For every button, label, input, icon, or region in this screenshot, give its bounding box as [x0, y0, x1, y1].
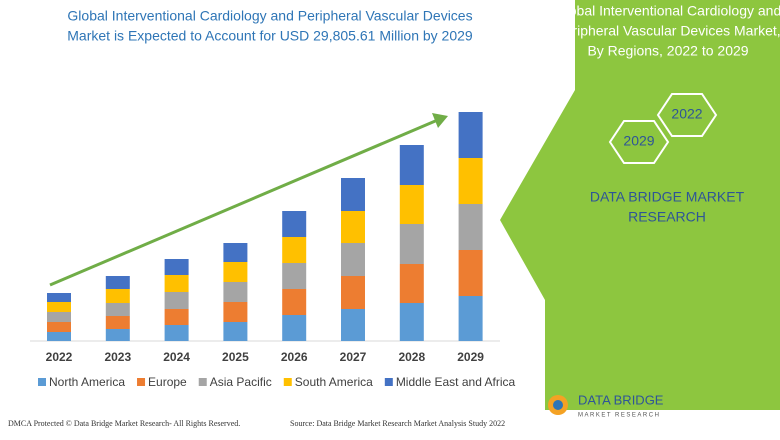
- bar-segment: [164, 309, 189, 325]
- x-tick-label: 2022: [46, 350, 73, 364]
- bar-segment: [399, 224, 424, 264]
- hex-label: 2029: [623, 133, 654, 149]
- legend-label: North America: [49, 375, 125, 389]
- logo-text: DATA BRIDGE: [578, 392, 664, 407]
- legend-swatch: [283, 378, 292, 386]
- source-text: Source: Data Bridge Market Research Mark…: [290, 419, 505, 428]
- bar-segment: [105, 303, 130, 316]
- x-tick-label: 2024: [163, 350, 190, 364]
- bar-segment: [282, 289, 307, 315]
- brand-text: DATA BRIDGE MARKET: [590, 189, 745, 205]
- bar-segment: [282, 263, 307, 289]
- footer-bg: [0, 410, 780, 440]
- bar-segment: [282, 315, 307, 341]
- trend-arrow: [49, 117, 441, 287]
- hex-label: 2022: [671, 106, 702, 122]
- legend-label: Europe: [148, 375, 187, 389]
- bar-segment: [105, 289, 130, 303]
- bar-segment: [399, 145, 424, 185]
- bar-segment: [223, 302, 248, 322]
- bar-segment: [47, 322, 71, 332]
- legend-swatch: [198, 378, 207, 386]
- legend-label: Middle East and Africa: [396, 375, 516, 389]
- bar-segment: [47, 332, 71, 341]
- logo-mark: [553, 400, 563, 410]
- bar-segment: [458, 112, 483, 158]
- bar-segment: [458, 158, 483, 204]
- x-tick-label: 2029: [457, 350, 484, 364]
- bar-segment: [282, 211, 307, 237]
- bar-segment: [105, 316, 130, 329]
- bar-segment: [223, 322, 248, 341]
- legend-label: South America: [295, 375, 373, 389]
- bar-segment: [164, 325, 189, 341]
- bar-segment: [341, 309, 365, 341]
- dmca-text: DMCA Protected © Data Bridge Market Rese…: [8, 419, 240, 428]
- x-tick-label: 2027: [340, 350, 367, 364]
- bar-segment: [164, 292, 189, 309]
- x-tick-label: 2028: [398, 350, 425, 364]
- hexagon: [656, 93, 718, 137]
- bar-segment: [223, 243, 248, 262]
- bar-segment: [341, 178, 365, 211]
- bar-segment: [399, 303, 424, 341]
- bar-segment: [341, 243, 365, 276]
- bar-segment: [105, 329, 130, 341]
- bar-segment: [164, 275, 189, 292]
- legend-swatch: [38, 378, 46, 386]
- legend-swatch: [137, 378, 146, 386]
- x-tick-label: 2023: [104, 350, 131, 364]
- panel-title: By Regions, 2022 to 2029: [587, 43, 748, 59]
- bar-segment: [105, 276, 130, 289]
- bar-segment: [341, 276, 365, 309]
- title-line: Market is Expected to Account for USD 29…: [67, 28, 473, 44]
- bar-segment: [458, 296, 483, 341]
- bar-segment: [223, 282, 248, 302]
- arrow-head: [432, 113, 448, 128]
- panel-title: Global Interventional Cardiology and: [555, 3, 780, 19]
- hexagon: [608, 120, 670, 164]
- bar-segment: [399, 264, 424, 303]
- bar-segment: [458, 250, 483, 296]
- title-line: Global Interventional Cardiology and Per…: [67, 8, 472, 24]
- bar-segment: [47, 293, 71, 302]
- panel-title: Peripheral Vascular Devices Market,: [555, 23, 780, 39]
- x-tick-label: 2026: [281, 350, 308, 364]
- legend-swatch: [384, 378, 393, 386]
- bar-segment: [47, 302, 71, 312]
- logo-sub: MARKET RESEARCH: [578, 413, 660, 419]
- bar-segment: [458, 204, 483, 250]
- legend-label: Asia Pacific: [210, 375, 272, 389]
- green-panel: [500, 0, 780, 410]
- bar-segment: [341, 211, 365, 243]
- bar-segment: [223, 262, 248, 282]
- bar-segment: [282, 237, 307, 263]
- bar-segment: [399, 185, 424, 224]
- brand-text: RESEARCH: [628, 209, 706, 225]
- x-tick-label: 2025: [222, 350, 249, 364]
- bar-segment: [47, 312, 71, 322]
- bar-segment: [164, 259, 189, 275]
